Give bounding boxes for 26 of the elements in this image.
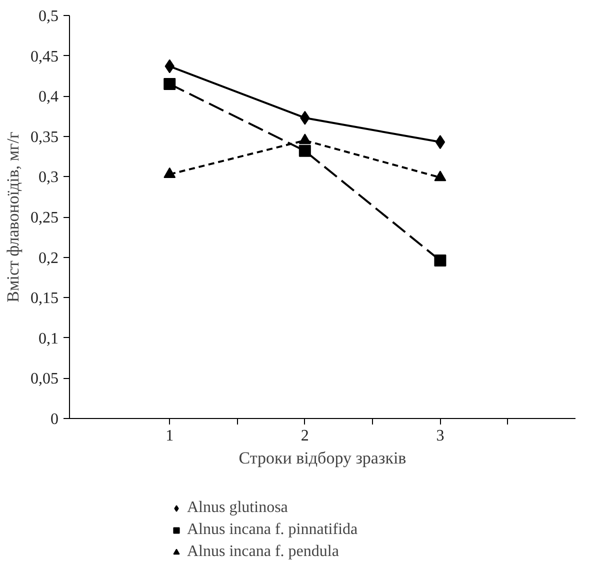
- y-tick-label: 0: [50, 411, 58, 428]
- point: [164, 167, 176, 178]
- point: [435, 135, 446, 150]
- legend-label: Alnus incana f. pinnatifida: [187, 521, 358, 539]
- y-tick-label: 0,05: [30, 370, 58, 388]
- legend-label: Alnus glutinosa: [187, 499, 288, 517]
- y-tick-label: 0,4: [38, 88, 58, 106]
- point: [434, 170, 446, 182]
- y-tick-label: 0,5: [38, 8, 58, 25]
- y-tick-label: 0,2: [38, 250, 58, 267]
- x-tick-label: 2: [300, 428, 309, 444]
- point: [298, 134, 311, 144]
- x-tick-label: 3: [436, 428, 444, 444]
- legend-label: Alnus incana f. pendula: [187, 543, 339, 561]
- y-tick-label: 0,35: [30, 128, 58, 146]
- y-tick-label: 0,1: [38, 330, 58, 348]
- y-tick-label: 0,25: [30, 210, 58, 226]
- y-tick-label: 0,45: [30, 48, 58, 66]
- point: [434, 254, 446, 267]
- y-axis-title: Вміст флавоноїдів, мг/г: [4, 132, 22, 302]
- x-tick-label: 1: [166, 428, 174, 444]
- y-tick-label: 0,3: [38, 169, 58, 186]
- point: [298, 144, 311, 157]
- point: [164, 78, 176, 90]
- y-tick-label: 0,15: [30, 290, 58, 308]
- x-axis-title: Строки відбору зразків: [238, 448, 406, 468]
